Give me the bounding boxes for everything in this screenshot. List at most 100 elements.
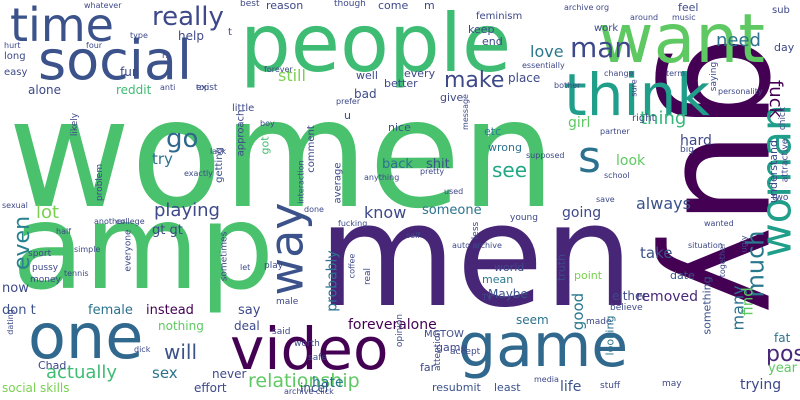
word: supposed (526, 151, 565, 160)
word: top (196, 83, 210, 92)
word: coffee (347, 253, 357, 279)
word: anti (160, 83, 176, 92)
word: money (30, 275, 61, 285)
word: life (560, 379, 582, 395)
word: always (636, 194, 691, 213)
word: say (238, 303, 261, 318)
word: game (436, 341, 468, 354)
word: pretty (420, 167, 445, 176)
word: mean (482, 273, 514, 286)
word: problem (95, 163, 106, 202)
word: give (440, 91, 464, 104)
word: least (494, 381, 521, 394)
word: essentially (522, 61, 565, 70)
word: partner (600, 127, 630, 136)
word: FA (162, 51, 172, 60)
word: best (240, 0, 260, 9)
word: saying (709, 61, 720, 92)
word: men (318, 174, 634, 339)
word: still (278, 66, 306, 85)
word: self (406, 231, 421, 240)
word: play (264, 261, 284, 271)
word: reddit (116, 83, 152, 97)
word: thing (640, 108, 687, 129)
word: anything (364, 173, 400, 182)
word: got (258, 136, 272, 155)
word: post (766, 342, 800, 367)
word: will (164, 340, 198, 364)
word: though (334, 0, 366, 9)
word: said (272, 327, 291, 337)
word: sub (772, 5, 790, 16)
word: really (152, 2, 224, 32)
word: people (240, 0, 512, 90)
word: man (570, 31, 633, 64)
word: situation (688, 241, 723, 250)
word: believe (610, 303, 643, 313)
word: long (4, 51, 26, 62)
word: easy (4, 67, 28, 78)
word: instead (146, 303, 194, 318)
word: exactly (184, 169, 213, 178)
word: attractive (780, 138, 791, 183)
word: fun (120, 65, 140, 79)
word: think (564, 61, 710, 129)
word: hard (680, 133, 712, 149)
word: prefer (336, 97, 361, 106)
word: social skills (2, 381, 70, 395)
word: let (240, 263, 251, 272)
word: want (598, 0, 766, 79)
word: see (492, 158, 528, 182)
word: real (363, 267, 374, 286)
word: nice (388, 121, 411, 134)
word: relationship (248, 370, 360, 392)
word: Maybe (488, 287, 528, 301)
word: worth (294, 339, 320, 349)
word: time (10, 0, 114, 52)
word: opinion (395, 313, 406, 348)
word: likely (70, 112, 81, 137)
word: something (700, 276, 714, 335)
word: amp (12, 178, 275, 316)
word: less (471, 221, 482, 240)
word: tennis (64, 269, 89, 278)
word: better (384, 77, 418, 90)
word: dating (5, 309, 15, 335)
word: sport (28, 249, 52, 259)
word: date (670, 269, 695, 282)
word: bad (354, 87, 377, 101)
word: good (569, 292, 588, 331)
word: shit (426, 157, 450, 172)
word: attention (433, 329, 444, 372)
word: forever (264, 65, 293, 74)
word: far (420, 361, 436, 374)
word: whatever (84, 1, 122, 10)
word: wrong (488, 141, 522, 154)
word: foreveralone (348, 317, 437, 333)
word: seem (516, 313, 549, 327)
word: s (578, 132, 601, 183)
word: female (88, 303, 133, 318)
word: find (738, 287, 757, 316)
word: t (228, 27, 232, 38)
word: place (508, 71, 541, 85)
word: accept (450, 347, 481, 357)
word: someone (422, 203, 482, 218)
word: truth (555, 253, 569, 282)
word: fat (774, 331, 791, 345)
word: probably (324, 250, 341, 312)
word: right (632, 113, 656, 124)
word: u (344, 109, 351, 122)
word: feminism (476, 11, 523, 22)
word: lot (36, 202, 60, 223)
word: school (604, 171, 630, 180)
word: back (382, 157, 413, 172)
word: m (424, 0, 435, 12)
word: ugly (739, 235, 749, 253)
word: end (482, 35, 503, 48)
word: don t (2, 303, 36, 318)
word: feel (678, 1, 699, 14)
word: game (458, 311, 629, 381)
word: hurt (4, 41, 21, 50)
